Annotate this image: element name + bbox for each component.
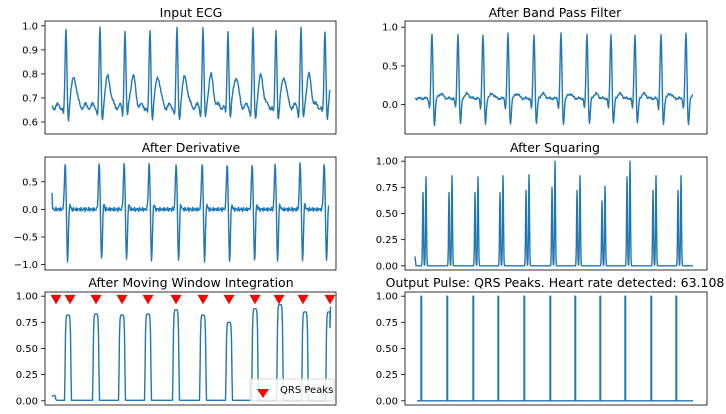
ytick-label: 1.00 xyxy=(376,157,398,168)
axes-frame-squaring xyxy=(404,156,708,271)
panel-moving-window: After Moving Window Integration 0.00 0.25… xyxy=(16,275,337,407)
qrs-peak-marker xyxy=(90,294,102,305)
title-band-pass: After Band Pass Filter xyxy=(489,5,623,20)
panel-input-ecg: Input ECG 0.6 0.7 0.8 0.9 1.0 xyxy=(22,5,337,135)
ytick-label: 0.00 xyxy=(16,396,38,407)
ytick-label: 0.00 xyxy=(376,396,398,407)
ytick-label: 0.75 xyxy=(376,183,398,194)
series-derivative xyxy=(51,162,330,263)
legend: QRS Peaks xyxy=(249,378,335,402)
panel-squaring: After Squaring 0.00 0.25 0.50 0.75 1.00 xyxy=(376,140,708,272)
qrs-peak-markers xyxy=(50,294,336,305)
series-input-ecg xyxy=(51,26,331,122)
ytick-label: 1.00 xyxy=(376,292,398,303)
yticks-input-ecg: 0.6 0.7 0.8 0.9 1.0 xyxy=(22,21,45,128)
legend-label: QRS Peaks xyxy=(280,385,333,396)
legend-marker-triangle-icon xyxy=(257,389,269,398)
ytick-label: −1.0 xyxy=(14,260,38,271)
ytick-label: 0.8 xyxy=(22,69,38,80)
ytick-label: 0.50 xyxy=(376,209,398,220)
qrs-peak-marker xyxy=(297,294,309,305)
ytick-label: 0.75 xyxy=(376,318,398,329)
ytick-label: 0.75 xyxy=(16,318,38,329)
panel-derivative: After Derivative −1.0 −0.5 0.0 0.5 xyxy=(14,140,337,271)
qrs-peak-marker xyxy=(170,294,182,305)
ytick-label: 0.5 xyxy=(382,61,398,72)
ytick-label: 0.25 xyxy=(16,370,38,381)
ytick-label: 1.00 xyxy=(16,292,38,303)
ytick-label: 0.9 xyxy=(22,45,38,56)
series-output-pulse xyxy=(417,295,693,402)
ytick-label: 1.0 xyxy=(22,21,38,32)
ytick-label: 0.5 xyxy=(22,177,38,188)
axes-frame-output-pulse xyxy=(404,291,708,406)
ytick-label: 0.7 xyxy=(22,93,38,104)
qrs-peak-marker xyxy=(273,294,285,305)
ytick-label: 0.00 xyxy=(376,261,398,272)
title-output-pulse: Output Pulse: QRS Peaks. Heart rate dete… xyxy=(386,275,725,290)
qrs-peak-marker xyxy=(142,294,154,305)
ytick-label: 0.50 xyxy=(376,344,398,355)
yticks-derivative: −1.0 −0.5 0.0 0.5 xyxy=(14,177,45,271)
qrs-peak-marker xyxy=(249,294,261,305)
title-squaring: After Squaring xyxy=(510,140,600,155)
axes-frame-derivative xyxy=(44,156,337,271)
axes-frame-band-pass xyxy=(404,20,708,135)
yticks-moving-window: 0.00 0.25 0.50 0.75 1.00 xyxy=(16,292,45,407)
ytick-label: 0.25 xyxy=(376,235,398,246)
series-band-pass xyxy=(414,32,694,127)
panel-band-pass: After Band Pass Filter 0.0 0.5 1.0 xyxy=(382,5,708,135)
axes-frame-moving-window xyxy=(44,291,337,406)
ytick-label: 0.25 xyxy=(376,370,398,381)
qrs-peak-marker xyxy=(50,294,62,305)
ytick-label: 0.0 xyxy=(22,205,38,216)
qrs-peak-marker xyxy=(64,294,76,305)
title-input-ecg: Input ECG xyxy=(160,5,223,20)
panel-output-pulse: Output Pulse: QRS Peaks. Heart rate dete… xyxy=(376,275,725,407)
series-squaring xyxy=(414,160,694,267)
qrs-peak-marker xyxy=(116,294,128,305)
qrs-peak-marker xyxy=(324,294,336,305)
legend-box xyxy=(249,378,335,402)
title-derivative: After Derivative xyxy=(142,140,241,155)
title-moving-window: After Moving Window Integration xyxy=(88,275,293,290)
axes-frame-input-ecg xyxy=(44,20,337,135)
yticks-output-pulse: 0.00 0.25 0.50 0.75 1.00 xyxy=(376,292,405,407)
qrs-peak-marker xyxy=(223,294,235,305)
qrs-peak-marker xyxy=(197,294,209,305)
ytick-label: 1.0 xyxy=(382,23,398,34)
ytick-label: −0.5 xyxy=(14,232,38,243)
yticks-squaring: 0.00 0.25 0.50 0.75 1.00 xyxy=(376,157,405,272)
yticks-band-pass: 0.0 0.5 1.0 xyxy=(382,23,405,111)
ytick-label: 0.0 xyxy=(382,100,398,111)
ytick-label: 0.6 xyxy=(22,117,38,128)
ytick-label: 0.50 xyxy=(16,344,38,355)
